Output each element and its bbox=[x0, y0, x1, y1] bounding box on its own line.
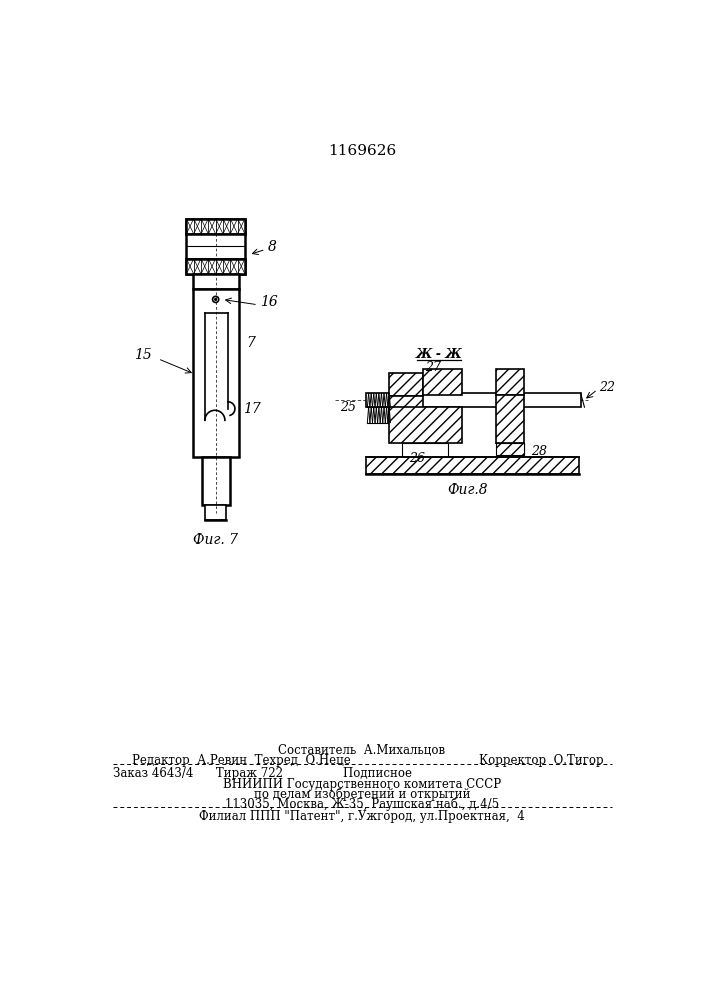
Bar bbox=[389, 407, 462, 443]
Text: Фиг. 7: Фиг. 7 bbox=[193, 533, 238, 547]
Bar bbox=[187, 259, 245, 274]
Text: 17: 17 bbox=[243, 402, 260, 416]
Bar bbox=[496, 443, 524, 455]
Bar bbox=[205, 505, 226, 520]
Bar bbox=[389, 396, 423, 423]
Text: 22: 22 bbox=[599, 381, 615, 394]
Text: 25: 25 bbox=[340, 401, 356, 414]
Bar bbox=[366, 393, 580, 407]
Bar bbox=[238, 259, 245, 274]
Text: Заказ 4643/4      Тираж 722                Подписное: Заказ 4643/4 Тираж 722 Подписное bbox=[113, 767, 412, 780]
Bar bbox=[201, 219, 209, 234]
Text: Ж - Ж: Ж - Ж bbox=[416, 348, 462, 361]
Text: 27: 27 bbox=[425, 361, 440, 374]
Bar bbox=[216, 219, 223, 234]
Bar bbox=[238, 219, 245, 234]
Bar bbox=[201, 457, 230, 505]
Text: 7: 7 bbox=[247, 336, 255, 350]
Bar bbox=[223, 259, 230, 274]
Text: 15: 15 bbox=[134, 348, 151, 362]
Text: Редактор  А.Ревин  Техред  О.Неце: Редактор А.Ревин Техред О.Неце bbox=[132, 754, 351, 767]
Text: 113035, Москва, Ж-35, Раушская наб., д.4/5: 113035, Москва, Ж-35, Раушская наб., д.4… bbox=[225, 798, 499, 811]
Text: 1169626: 1169626 bbox=[328, 144, 396, 158]
Bar bbox=[389, 373, 423, 396]
Bar bbox=[423, 369, 462, 395]
Polygon shape bbox=[496, 443, 524, 455]
Circle shape bbox=[215, 298, 216, 300]
Bar bbox=[187, 219, 245, 234]
Bar bbox=[496, 395, 524, 443]
Bar bbox=[187, 259, 194, 274]
Text: по делам изобретений и открытий: по делам изобретений и открытий bbox=[254, 788, 470, 801]
Text: ВНИИПИ Государственного комитета СССР: ВНИИПИ Государственного комитета СССР bbox=[223, 778, 501, 791]
Bar bbox=[187, 234, 245, 259]
Bar bbox=[230, 259, 238, 274]
Bar bbox=[209, 259, 216, 274]
Bar bbox=[194, 219, 201, 234]
Bar bbox=[216, 259, 223, 274]
Bar bbox=[192, 289, 239, 457]
Text: 16: 16 bbox=[259, 295, 277, 309]
Bar bbox=[209, 219, 216, 234]
Bar bbox=[402, 443, 448, 459]
Bar bbox=[230, 219, 238, 234]
Bar bbox=[366, 457, 579, 474]
Bar bbox=[201, 259, 209, 274]
Bar bbox=[187, 219, 194, 234]
Text: Филиал ППП "Патент", г.Ужгород, ул.Проектная,  4: Филиал ППП "Патент", г.Ужгород, ул.Проек… bbox=[199, 810, 525, 823]
Text: 28: 28 bbox=[532, 445, 547, 458]
Text: Корректор  О.Тигор: Корректор О.Тигор bbox=[479, 754, 604, 767]
Bar bbox=[192, 274, 239, 289]
Bar bbox=[187, 219, 245, 234]
Bar bbox=[187, 259, 245, 274]
Bar bbox=[223, 219, 230, 234]
Text: Фиг.8: Фиг.8 bbox=[447, 483, 488, 497]
Text: 26: 26 bbox=[409, 452, 426, 465]
Text: 8: 8 bbox=[268, 240, 277, 254]
Bar bbox=[194, 259, 201, 274]
Bar bbox=[496, 369, 524, 395]
Text: Составитель  А.Михальцов: Составитель А.Михальцов bbox=[279, 744, 445, 757]
